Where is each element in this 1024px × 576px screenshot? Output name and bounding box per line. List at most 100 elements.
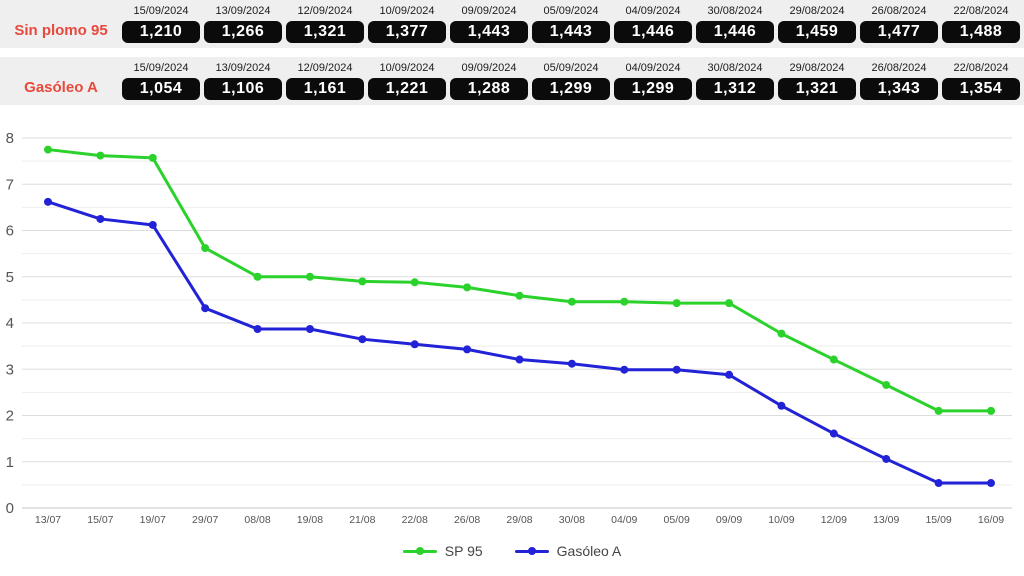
price-cell-value-pill: 1,477 <box>860 21 938 43</box>
price-cell-value-pill: 1,299 <box>614 78 692 100</box>
price-cell-date: 22/08/2024 <box>953 5 1009 17</box>
price-cell: 12/09/2024 1,321 <box>286 5 364 48</box>
data-point-marker <box>567 297 576 306</box>
x-axis-tick-label: 19/07 <box>140 514 166 526</box>
price-cell: 04/09/2024 1,446 <box>614 5 692 48</box>
price-cells-gasoleo: 15/09/2024 1,054 13/09/2024 1,106 12/09/2024… <box>122 57 1020 105</box>
x-axis-tick-label: 15/07 <box>87 514 113 526</box>
price-cell-date: 26/08/2024 <box>871 62 927 74</box>
data-point-marker <box>934 479 943 488</box>
chart-legend: SP 95 Gasóleo A <box>0 543 1024 559</box>
price-cell-value-pill: 1,054 <box>122 78 200 100</box>
price-cell-date: 05/09/2024 <box>543 62 599 74</box>
price-cell-date: 05/09/2024 <box>543 5 599 17</box>
price-cell-value-pill: 1,266 <box>204 21 282 43</box>
data-point-marker <box>725 299 734 308</box>
price-cell-value-pill: 1,446 <box>614 21 692 43</box>
price-cell-date: 30/08/2024 <box>707 62 763 74</box>
y-axis-tick-label: 4 <box>6 315 14 332</box>
x-axis-tick-label: 13/09 <box>873 514 899 526</box>
data-point-marker <box>882 380 891 389</box>
price-cell-date: 22/08/2024 <box>953 62 1009 74</box>
data-point-marker <box>515 355 524 364</box>
price-cell: 30/08/2024 1,446 <box>696 5 774 48</box>
series-line <box>46 200 993 485</box>
data-point-marker <box>725 370 734 379</box>
x-axis-tick-label: 15/09 <box>925 514 951 526</box>
price-cell-date: 30/08/2024 <box>707 5 763 17</box>
price-cell: 30/08/2024 1,312 <box>696 62 774 105</box>
x-axis-tick-label: 26/08 <box>454 514 480 526</box>
price-cell-value-pill: 1,106 <box>204 78 282 100</box>
data-point-marker <box>515 291 524 300</box>
price-cell-date: 15/09/2024 <box>133 5 189 17</box>
x-axis-tick-label: 09/09 <box>716 514 742 526</box>
legend-item-gasoleo[interactable]: Gasóleo A <box>514 543 622 559</box>
x-axis-tick-label: 10/09 <box>768 514 794 526</box>
price-cell-value-pill: 1,299 <box>532 78 610 100</box>
data-point-marker <box>305 272 314 281</box>
y-axis-tick-label: 8 <box>6 130 14 147</box>
data-point-marker <box>829 355 838 364</box>
x-axis-tick-label: 29/08 <box>506 514 532 526</box>
price-cell-value-pill: 1,312 <box>696 78 774 100</box>
data-point-marker <box>672 299 681 308</box>
series-line <box>46 148 993 413</box>
y-axis-tick-label: 5 <box>6 269 14 286</box>
x-axis-tick-label: 29/07 <box>192 514 218 526</box>
x-axis-tick-label: 30/08 <box>559 514 585 526</box>
price-cell-date: 12/09/2024 <box>297 62 353 74</box>
price-cell-date: 12/09/2024 <box>297 5 353 17</box>
price-cell: 10/09/2024 1,377 <box>368 5 446 48</box>
legend-label-gasoleo: Gasóleo A <box>556 543 622 559</box>
price-cell-date: 10/09/2024 <box>379 62 435 74</box>
data-point-marker <box>410 278 419 287</box>
price-cell-value-pill: 1,459 <box>778 21 856 43</box>
price-cell-date: 10/09/2024 <box>379 5 435 17</box>
data-point-marker <box>305 325 314 334</box>
price-cell-date: 26/08/2024 <box>871 5 927 17</box>
data-point-marker <box>567 359 576 368</box>
data-point-marker <box>777 329 786 338</box>
price-cell-date: 09/09/2024 <box>461 5 517 17</box>
y-axis-tick-label: 6 <box>6 223 14 240</box>
price-cell-date: 04/09/2024 <box>625 62 681 74</box>
data-point-marker <box>201 304 210 313</box>
price-evolution-chart: 0 1 2 3 4 5 6 7 8 13/07 15/07 19/07 29/07 08/08 19/08 2… <box>0 110 1024 535</box>
gasoleo-line-swatch <box>514 547 549 555</box>
price-cell-value-pill: 1,161 <box>286 78 364 100</box>
x-axis-tick-label: 12/09 <box>821 514 847 526</box>
data-point-marker <box>358 277 367 286</box>
data-point-marker <box>410 340 419 349</box>
y-axis-tick-label: 3 <box>6 361 14 378</box>
price-cell: 26/08/2024 1,343 <box>860 62 938 105</box>
price-cell: 22/08/2024 1,354 <box>942 62 1020 105</box>
price-cell: 05/09/2024 1,443 <box>532 5 610 48</box>
data-point-marker <box>882 454 891 463</box>
fuel-type-label-sp95: Sin plomo 95 <box>14 22 108 39</box>
price-cell: 09/09/2024 1,443 <box>450 5 528 48</box>
data-point-marker <box>44 145 52 154</box>
x-axis-tick-label: 16/09 <box>978 514 1004 526</box>
data-point-marker <box>44 197 52 206</box>
price-cell-date: 15/09/2024 <box>133 62 189 74</box>
x-axis-tick-label: 13/07 <box>35 514 61 526</box>
price-cell: 26/08/2024 1,477 <box>860 5 938 48</box>
price-cell-date: 13/09/2024 <box>215 62 271 74</box>
data-point-marker <box>463 283 472 292</box>
data-point-marker <box>620 365 629 374</box>
price-cell: 29/08/2024 1,459 <box>778 5 856 48</box>
price-cell-value-pill: 1,343 <box>860 78 938 100</box>
price-cell: 12/09/2024 1,161 <box>286 62 364 105</box>
price-cell: 10/09/2024 1,221 <box>368 62 446 105</box>
data-point-marker <box>777 401 786 410</box>
line-chart-canvas[interactable]: 0 1 2 3 4 5 6 7 8 13/07 15/07 19/07 29/07 08/08 19/08 2… <box>0 110 1024 535</box>
price-cell: 15/09/2024 1,054 <box>122 62 200 105</box>
price-cell-date: 29/08/2024 <box>789 5 845 17</box>
x-axis-tick-label: 22/08 <box>402 514 428 526</box>
price-cell-value-pill: 1,221 <box>368 78 446 100</box>
legend-item-sp95[interactable]: SP 95 <box>402 543 483 559</box>
price-row-sin-plomo-95: Sin plomo 95 15/09/2024 1,210 13/09/2024 1,… <box>0 0 1024 48</box>
y-axis-tick-label: 0 <box>6 500 14 517</box>
